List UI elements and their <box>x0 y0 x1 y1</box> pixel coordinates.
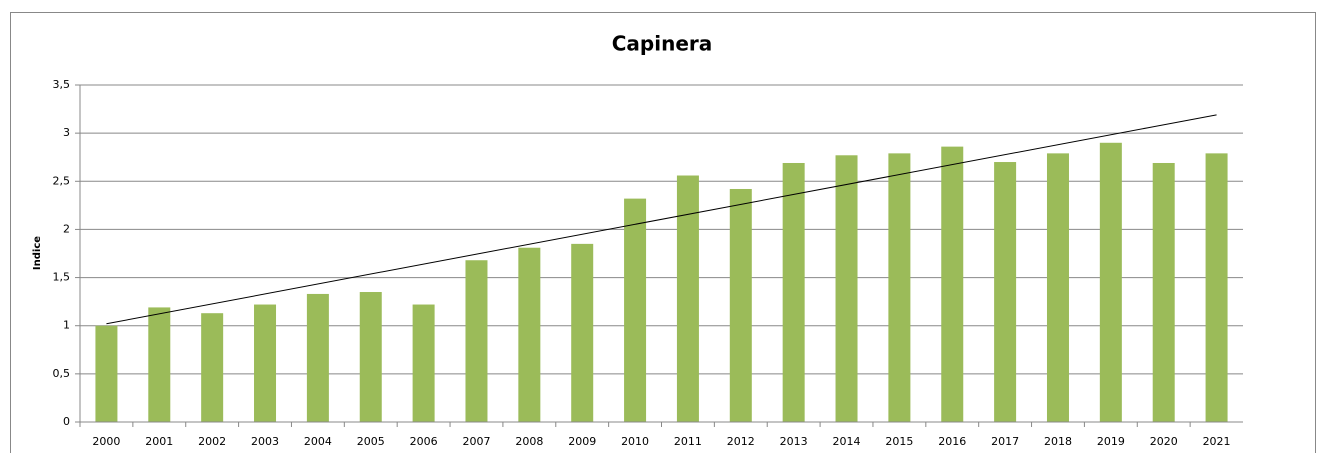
y-tick-label: 1,5 <box>53 271 71 284</box>
bar <box>201 313 224 422</box>
bar <box>1099 142 1122 422</box>
x-tick-label: 2011 <box>674 435 702 448</box>
x-tick-label: 2015 <box>885 435 913 448</box>
y-axis-label: Indice <box>32 236 43 270</box>
y-tick-label: 0 <box>63 415 70 428</box>
y-tick-label: 3,5 <box>53 78 71 91</box>
x-tick-label: 2020 <box>1150 435 1178 448</box>
bar <box>148 307 171 422</box>
y-tick-label: 1 <box>63 319 70 332</box>
x-tick-label: 2021 <box>1203 435 1231 448</box>
bar <box>306 293 329 422</box>
x-tick-label: 2003 <box>251 435 279 448</box>
y-tick-label: 2,5 <box>53 174 71 187</box>
bar <box>888 153 911 422</box>
x-tick-label: 2012 <box>727 435 755 448</box>
bar <box>729 188 752 422</box>
trend-line <box>106 114 1217 325</box>
x-tick-label: 2019 <box>1097 435 1125 448</box>
x-tick-label: 2002 <box>198 435 226 448</box>
x-tick-label: 2016 <box>938 435 966 448</box>
x-tick-label: 2017 <box>991 435 1019 448</box>
x-tick-label: 2010 <box>621 435 649 448</box>
x-tick-label: 2014 <box>833 435 861 448</box>
bar <box>359 292 382 422</box>
bar <box>1152 162 1175 422</box>
bar <box>518 247 541 422</box>
chart-title: Capinera <box>612 32 713 56</box>
y-tick-label: 2 <box>63 222 70 235</box>
bar <box>994 162 1017 422</box>
bar <box>95 325 118 422</box>
x-tick-label: 2000 <box>92 435 120 448</box>
bar <box>782 162 805 422</box>
bar <box>412 304 435 422</box>
chart-frame <box>10 12 1316 453</box>
x-tick-label: 2004 <box>304 435 332 448</box>
x-tick-label: 2018 <box>1044 435 1072 448</box>
bar <box>835 155 858 422</box>
bar <box>1046 153 1069 422</box>
x-tick-label: 2001 <box>145 435 173 448</box>
x-tick-label: 2005 <box>357 435 385 448</box>
y-tick-label: 3 <box>63 126 70 139</box>
x-tick-label: 2006 <box>410 435 438 448</box>
bar <box>465 260 488 422</box>
x-tick-label: 2013 <box>780 435 808 448</box>
bar <box>676 175 699 422</box>
x-tick-label: 2007 <box>462 435 490 448</box>
x-tick-label: 2009 <box>568 435 596 448</box>
bar <box>624 198 647 422</box>
bar <box>941 146 964 422</box>
bar <box>571 243 594 422</box>
bar <box>254 304 277 422</box>
y-tick-label: 0,5 <box>53 367 71 380</box>
bar <box>1205 153 1228 422</box>
x-tick-label: 2008 <box>515 435 543 448</box>
